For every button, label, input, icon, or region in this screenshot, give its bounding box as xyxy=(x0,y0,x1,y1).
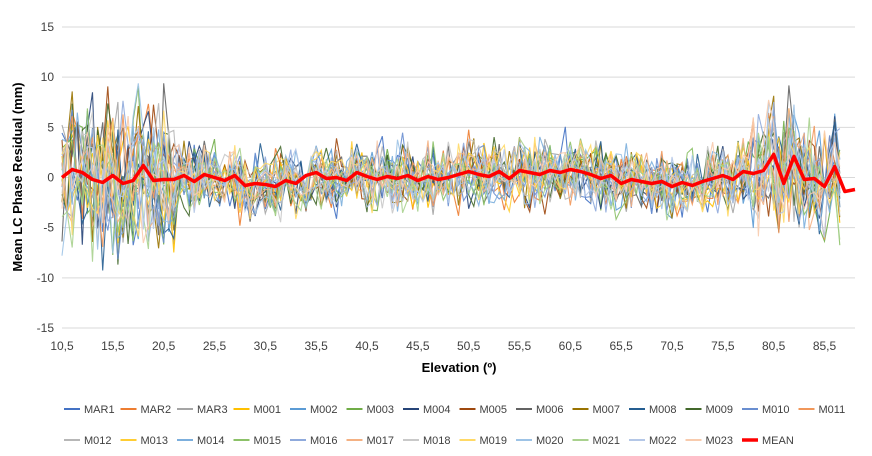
legend-label: MAR2 xyxy=(141,404,172,416)
legend-label: M002 xyxy=(310,404,338,416)
legend-item-mar2: MAR2 xyxy=(120,404,172,416)
legend-label: M019 xyxy=(480,435,508,447)
x-tick-label: 60,5 xyxy=(559,339,583,353)
x-axis-ticks: 10,5 15,5 20,5 25,5 30,5 35,5 40,5 45,5 50,5 55,5… xyxy=(50,339,836,353)
legend-item-mar1: MAR1 xyxy=(64,404,115,416)
legend-item-m013: M013 xyxy=(120,435,169,447)
legend-item-m007: M007 xyxy=(572,404,621,416)
x-tick-label: 40,5 xyxy=(355,339,379,353)
legend-label: M014 xyxy=(197,435,225,447)
legend-item-m011: M011 xyxy=(798,404,846,416)
legend-label: M010 xyxy=(762,404,790,416)
x-tick-label: 15,5 xyxy=(101,339,125,353)
legend: MAR1 MAR2 MAR3 M001 M002 M003 M004 M005 M006 M007… xyxy=(64,404,845,447)
x-tick-label: 45,5 xyxy=(406,339,430,353)
legend-label: M013 xyxy=(141,435,169,447)
legend-item-mar3: MAR3 xyxy=(177,404,228,416)
legend-item-m004: M004 xyxy=(403,404,451,416)
legend-item-m005: M005 xyxy=(459,404,508,416)
legend-label: M008 xyxy=(649,404,677,416)
legend-label: M018 xyxy=(423,435,451,447)
legend-label: M012 xyxy=(84,435,112,447)
x-tick-label: 80,5 xyxy=(762,339,786,353)
y-tick-label: -15 xyxy=(37,321,55,335)
legend-label: M006 xyxy=(536,404,564,416)
x-tick-label: 65,5 xyxy=(609,339,633,353)
x-tick-label: 50,5 xyxy=(457,339,481,353)
mean-series xyxy=(60,152,856,194)
legend-label: MEAN xyxy=(762,435,794,447)
series-line-m019 xyxy=(61,110,841,237)
legend-item-m019: M019 xyxy=(459,435,508,447)
x-tick-label: 30,5 xyxy=(254,339,278,353)
legend-item-m015: M015 xyxy=(233,435,282,447)
y-axis-title: Mean LC Phase Residual (mm) xyxy=(10,82,25,271)
legend-label: M023 xyxy=(706,435,734,447)
y-tick-label: 10 xyxy=(41,70,55,84)
legend-item-mean: MEAN xyxy=(742,435,794,447)
x-tick-label: 85,5 xyxy=(813,339,837,353)
series-line-mean xyxy=(60,152,856,194)
legend-item-m020: M020 xyxy=(516,435,564,447)
y-tick-label: 0 xyxy=(47,171,54,185)
legend-item-m018: M018 xyxy=(403,435,451,447)
legend-item-m021: M021 xyxy=(572,435,621,447)
x-tick-label: 70,5 xyxy=(660,339,684,353)
legend-item-m010: M010 xyxy=(742,404,790,416)
legend-label: M017 xyxy=(367,435,395,447)
legend-label: M015 xyxy=(254,435,282,447)
x-axis-title: Elevation (º) xyxy=(422,360,497,375)
legend-item-m016: M016 xyxy=(290,435,338,447)
legend-item-m009: M009 xyxy=(685,404,734,416)
legend-label: MAR1 xyxy=(84,404,115,416)
legend-item-m001: M001 xyxy=(233,404,282,416)
legend-item-m006: M006 xyxy=(516,404,564,416)
x-tick-label: 75,5 xyxy=(711,339,735,353)
legend-label: M001 xyxy=(254,404,282,416)
legend-label: M005 xyxy=(480,404,508,416)
legend-item-m012: M012 xyxy=(64,435,112,447)
x-tick-label: 55,5 xyxy=(508,339,532,353)
legend-label: M022 xyxy=(649,435,677,447)
y-axis-ticks: -15 -10 -5 0 5 10 15 xyxy=(37,20,55,335)
legend-item-m023: M023 xyxy=(685,435,734,447)
series-line-m023 xyxy=(61,99,841,244)
y-tick-label: 15 xyxy=(41,20,55,34)
legend-item-m003: M003 xyxy=(346,404,395,416)
x-tick-label: 25,5 xyxy=(203,339,227,353)
legend-item-m008: M008 xyxy=(629,404,677,416)
legend-label: M004 xyxy=(423,404,451,416)
legend-label: MAR3 xyxy=(197,404,228,416)
y-tick-label: 5 xyxy=(47,120,54,134)
legend-item-m017: M017 xyxy=(346,435,395,447)
legend-item-m022: M022 xyxy=(629,435,677,447)
y-tick-label: -5 xyxy=(43,221,54,235)
legend-label: M020 xyxy=(536,435,564,447)
legend-label: M016 xyxy=(310,435,338,447)
legend-label: M009 xyxy=(706,404,734,416)
x-tick-label: 35,5 xyxy=(304,339,328,353)
legend-label: M007 xyxy=(593,404,621,416)
legend-item-m014: M014 xyxy=(177,435,225,447)
x-tick-label: 20,5 xyxy=(152,339,176,353)
series-line-m022 xyxy=(61,118,841,238)
legend-label: M021 xyxy=(593,435,621,447)
y-tick-label: -10 xyxy=(37,271,55,285)
legend-label: M003 xyxy=(367,404,395,416)
legend-label: M011 xyxy=(819,404,846,416)
x-tick-label: 10,5 xyxy=(50,339,74,353)
legend-item-m002: M002 xyxy=(290,404,338,416)
